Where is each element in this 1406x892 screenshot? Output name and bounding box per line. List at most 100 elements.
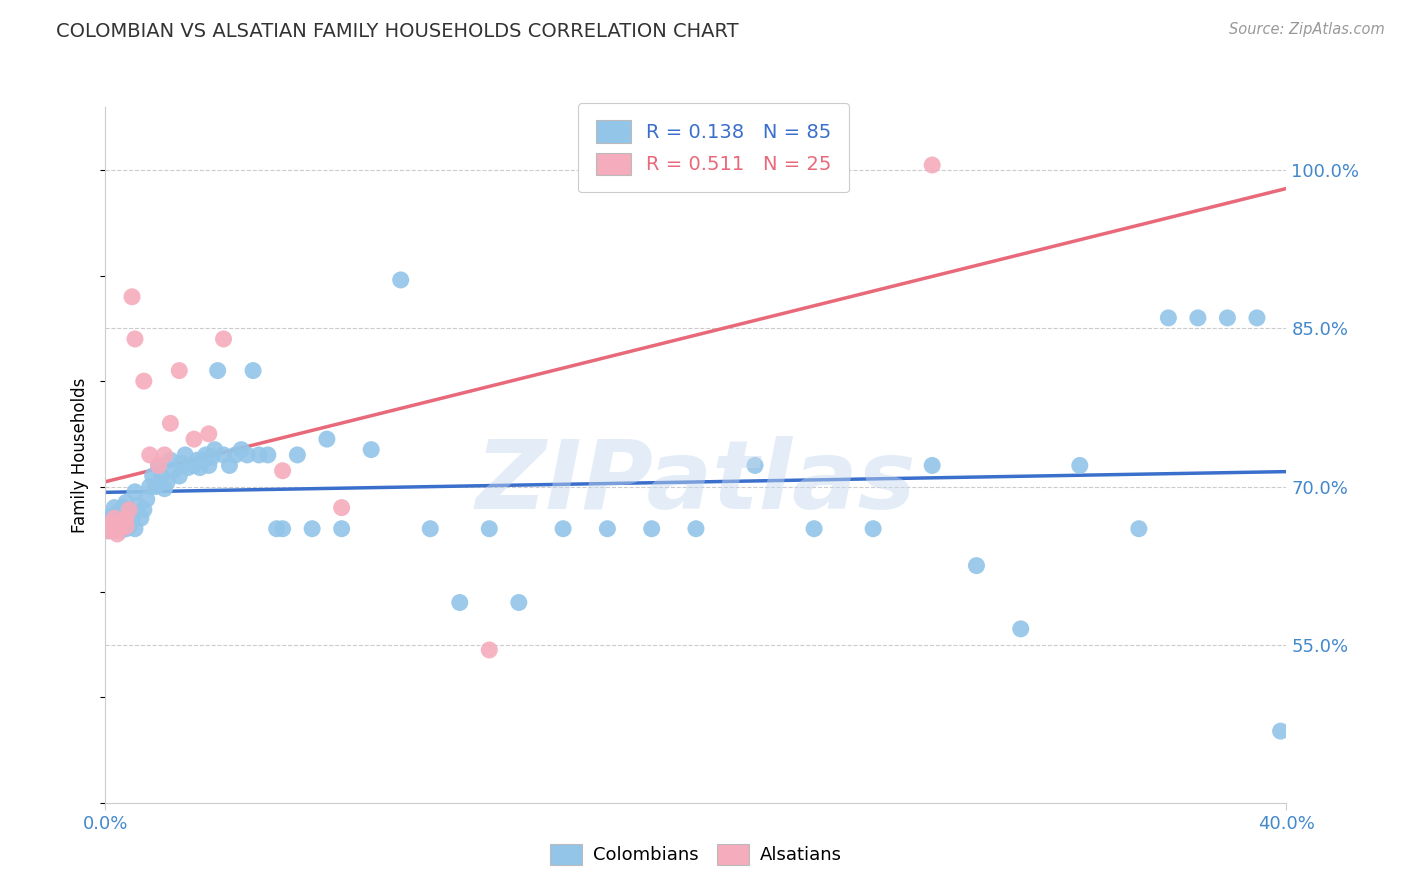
Point	[921, 158, 943, 172]
Point	[118, 502, 141, 516]
Point	[100, 509, 122, 524]
Point	[127, 499, 149, 513]
Point	[105, 527, 128, 541]
Point	[236, 448, 259, 462]
Point	[169, 363, 191, 377]
Point	[1216, 310, 1239, 325]
Point	[103, 500, 125, 515]
Point	[124, 332, 146, 346]
Point	[212, 332, 235, 346]
Point	[121, 290, 143, 304]
Point	[242, 363, 264, 377]
Text: ZIPatlas: ZIPatlas	[475, 436, 917, 529]
Point	[1246, 310, 1268, 325]
Point	[138, 479, 162, 493]
Point	[224, 448, 246, 462]
Text: Source: ZipAtlas.com: Source: ZipAtlas.com	[1229, 22, 1385, 37]
Point	[287, 448, 309, 462]
Point	[132, 374, 155, 388]
Point	[110, 522, 132, 536]
Point	[159, 453, 181, 467]
Point	[197, 426, 219, 441]
Point	[218, 458, 240, 473]
Point	[478, 643, 501, 657]
Point	[212, 448, 235, 462]
Point	[247, 448, 270, 462]
Point	[156, 475, 179, 489]
Point	[172, 456, 194, 470]
Point	[191, 453, 214, 467]
Legend: Colombians, Alsatians: Colombians, Alsatians	[541, 835, 851, 874]
Point	[100, 513, 122, 527]
Point	[271, 522, 294, 536]
Point	[207, 363, 229, 377]
Point	[124, 522, 146, 536]
Point	[508, 595, 530, 609]
Point	[159, 417, 181, 431]
Point	[177, 460, 200, 475]
Point	[105, 506, 128, 520]
Point	[97, 524, 120, 538]
Point	[115, 519, 138, 533]
Point	[360, 442, 382, 457]
Point	[1010, 622, 1032, 636]
Point	[231, 442, 253, 457]
Point	[551, 522, 574, 536]
Point	[150, 469, 173, 483]
Point	[112, 513, 135, 527]
Point	[478, 522, 501, 536]
Point	[201, 450, 224, 464]
Point	[744, 458, 766, 473]
Point	[115, 509, 138, 524]
Point	[266, 522, 288, 536]
Point	[121, 513, 143, 527]
Point	[449, 595, 471, 609]
Point	[148, 458, 170, 473]
Point	[145, 479, 167, 493]
Point	[118, 502, 141, 516]
Point	[315, 432, 337, 446]
Point	[110, 509, 132, 524]
Point	[129, 511, 152, 525]
Point	[194, 448, 217, 462]
Point	[169, 469, 191, 483]
Point	[640, 522, 664, 536]
Point	[148, 458, 170, 473]
Point	[197, 458, 219, 473]
Point	[596, 522, 619, 536]
Point	[110, 524, 132, 538]
Point	[153, 482, 176, 496]
Point	[1069, 458, 1091, 473]
Point	[256, 448, 278, 462]
Point	[121, 506, 143, 520]
Point	[124, 484, 146, 499]
Point	[110, 513, 132, 527]
Point	[97, 524, 120, 538]
Point	[105, 519, 128, 533]
Y-axis label: Family Households: Family Households	[72, 377, 90, 533]
Point	[103, 511, 125, 525]
Point	[100, 516, 122, 531]
Point	[174, 448, 197, 462]
Point	[204, 442, 226, 457]
Point	[112, 511, 135, 525]
Point	[115, 511, 138, 525]
Point	[162, 464, 184, 478]
Point	[118, 519, 141, 533]
Point	[183, 458, 205, 473]
Point	[115, 522, 138, 536]
Point	[1270, 724, 1292, 739]
Point	[301, 522, 323, 536]
Point	[153, 448, 176, 462]
Point	[803, 522, 825, 536]
Point	[112, 500, 135, 515]
Point	[135, 492, 157, 507]
Point	[965, 558, 987, 573]
Point	[132, 502, 155, 516]
Point	[188, 460, 211, 475]
Point	[1128, 522, 1150, 536]
Point	[1187, 310, 1209, 325]
Point	[389, 273, 412, 287]
Text: COLOMBIAN VS ALSATIAN FAMILY HOUSEHOLDS CORRELATION CHART: COLOMBIAN VS ALSATIAN FAMILY HOUSEHOLDS …	[56, 22, 740, 41]
Point	[921, 458, 943, 473]
